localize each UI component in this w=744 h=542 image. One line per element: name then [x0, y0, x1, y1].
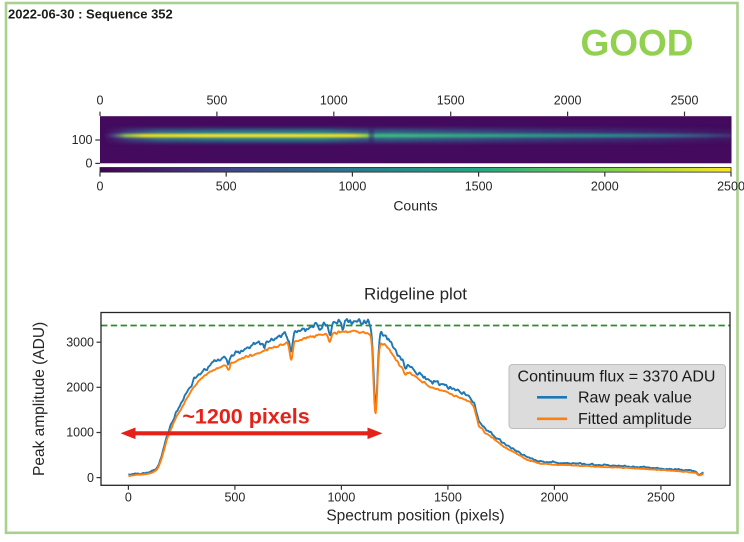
svg-text:1000: 1000 [320, 93, 348, 107]
svg-text:2022-06-30 : Sequence 352: 2022-06-30 : Sequence 352 [8, 7, 173, 22]
svg-text:1500: 1500 [437, 93, 465, 107]
svg-text:1500: 1500 [434, 491, 462, 505]
svg-text:Ridgeline plot: Ridgeline plot [364, 285, 467, 304]
svg-text:0: 0 [87, 471, 94, 485]
svg-text:500: 500 [224, 491, 245, 505]
svg-text:3000: 3000 [66, 335, 94, 349]
svg-text:0: 0 [97, 180, 104, 194]
svg-text:Counts: Counts [393, 198, 437, 214]
svg-text:Spectrum position (pixels): Spectrum position (pixels) [326, 508, 504, 525]
svg-text:500: 500 [216, 180, 237, 194]
svg-text:2000: 2000 [591, 180, 619, 194]
svg-text:1000: 1000 [338, 180, 366, 194]
svg-text:Continuum flux = 3370 ADU: Continuum flux = 3370 ADU [518, 369, 716, 386]
svg-text:Fitted amplitude: Fitted amplitude [578, 411, 692, 428]
svg-text:2000: 2000 [540, 491, 568, 505]
svg-text:2500: 2500 [717, 180, 744, 194]
svg-text:Peak amplitude (ADU): Peak amplitude (ADU) [31, 322, 48, 476]
svg-text:2000: 2000 [66, 381, 94, 395]
svg-text:1000: 1000 [66, 426, 94, 440]
svg-text:100: 100 [72, 133, 93, 147]
svg-text:Raw peak value: Raw peak value [578, 389, 692, 406]
svg-text:500: 500 [206, 93, 227, 107]
svg-text:~1200 pixels: ~1200 pixels [182, 404, 309, 428]
svg-text:0: 0 [86, 157, 93, 171]
svg-text:2000: 2000 [554, 93, 582, 107]
svg-text:0: 0 [97, 93, 104, 107]
svg-text:2500: 2500 [647, 491, 675, 505]
svg-text:1000: 1000 [327, 491, 355, 505]
svg-text:1500: 1500 [465, 180, 493, 194]
svg-text:GOOD: GOOD [580, 23, 693, 64]
svg-text:0: 0 [125, 491, 132, 505]
svg-text:2500: 2500 [671, 93, 699, 107]
